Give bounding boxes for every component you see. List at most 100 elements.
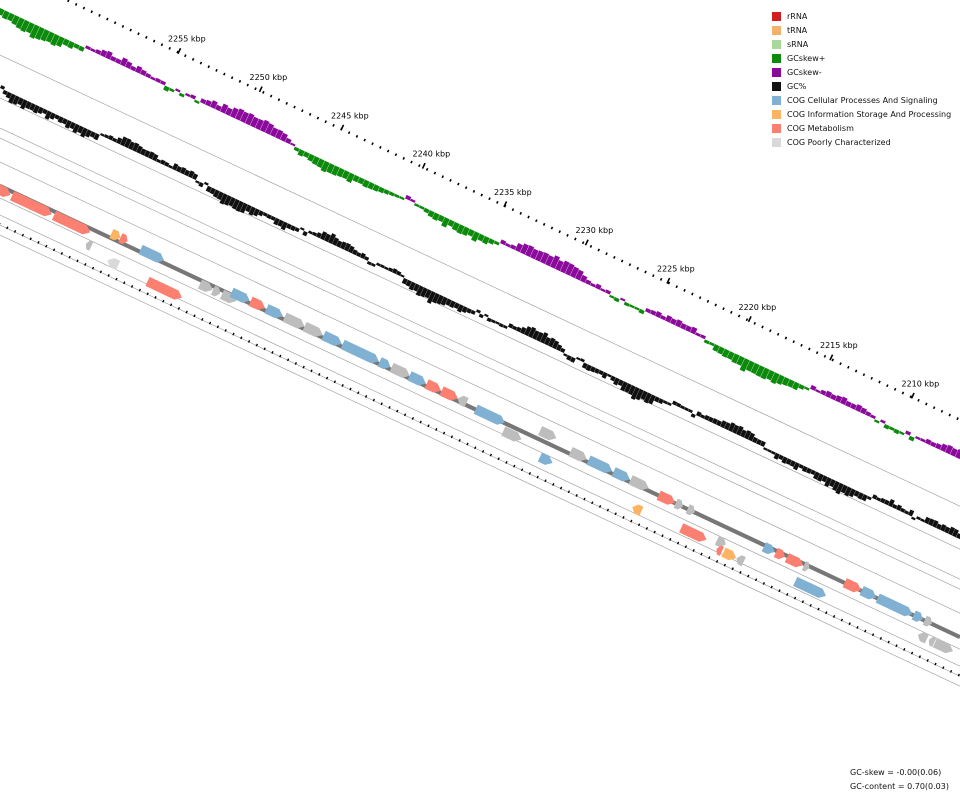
gc-content-bar bbox=[887, 498, 895, 508]
gc-content-bar bbox=[739, 429, 747, 438]
gc-content-bar bbox=[920, 518, 925, 523]
gc-skew-positive-bar bbox=[437, 214, 445, 223]
minor-tick bbox=[458, 438, 461, 442]
gene-cog-cellular bbox=[793, 576, 826, 598]
gc-content-bar bbox=[594, 368, 600, 374]
gc-skew-positive-bar bbox=[731, 353, 740, 364]
minor-tick bbox=[661, 534, 664, 538]
gc-content-bar bbox=[763, 447, 768, 451]
minor-tick bbox=[567, 490, 571, 494]
gc-content-bar bbox=[420, 287, 428, 298]
minor-tick bbox=[121, 24, 125, 28]
legend-item-trna: tRNA bbox=[772, 23, 951, 37]
gc-skew-positive-bar bbox=[888, 426, 895, 432]
minor-tick bbox=[223, 72, 226, 76]
gc-content-bar bbox=[175, 165, 183, 173]
gc-skew-positive-bar bbox=[20, 19, 30, 33]
gc-skew-positive-bar bbox=[352, 174, 360, 183]
minor-tick bbox=[82, 6, 86, 10]
minor-tick bbox=[76, 259, 79, 263]
gc-skew-negative-bar bbox=[254, 118, 264, 131]
gc-content-bar bbox=[939, 524, 947, 532]
gc-skew-positive-bar bbox=[708, 341, 715, 347]
minor-tick bbox=[714, 303, 717, 307]
minor-tick bbox=[559, 486, 563, 490]
minor-tick bbox=[809, 603, 812, 607]
gc-content-bar bbox=[436, 294, 444, 305]
gc-skew-positive-bar bbox=[804, 386, 810, 391]
gc-content-bar bbox=[736, 425, 744, 436]
gc-content-bar bbox=[431, 292, 440, 304]
gc-content-bar bbox=[42, 108, 48, 115]
gc-content-bar bbox=[879, 497, 886, 504]
gc-skew-positive-bar bbox=[760, 367, 770, 380]
minor-tick bbox=[232, 332, 235, 336]
minor-tick bbox=[645, 526, 649, 530]
gc-content-bar bbox=[895, 504, 902, 511]
track-guide-line bbox=[0, 54, 960, 507]
minor-tick bbox=[684, 545, 688, 549]
gc-content-bar bbox=[413, 283, 420, 292]
minor-tick bbox=[706, 299, 710, 303]
gc-content-bar bbox=[248, 206, 256, 216]
gc-content-bar bbox=[801, 465, 808, 473]
minor-tick bbox=[893, 387, 897, 391]
gc-skew-stat: GC-skew = -0.00(0.06) bbox=[850, 768, 942, 777]
minor-tick bbox=[544, 479, 547, 483]
minor-tick bbox=[285, 101, 288, 105]
gc-content-bar bbox=[223, 195, 232, 206]
tick-label: 2230 kbp bbox=[576, 226, 614, 235]
gc-skew-negative-bar bbox=[510, 244, 517, 250]
gene-cog-poorly bbox=[538, 426, 557, 441]
gc-content-bar bbox=[816, 473, 824, 482]
minor-tick bbox=[854, 369, 858, 373]
gc-skew-positive-bar bbox=[62, 38, 70, 47]
gc-skew-negative-bar bbox=[535, 250, 544, 262]
gene-cog-poorly bbox=[501, 426, 522, 442]
minor-tick bbox=[177, 307, 181, 310]
minor-tick bbox=[659, 277, 663, 281]
minor-tick bbox=[926, 658, 929, 662]
gc-skew-negative-bar bbox=[680, 322, 687, 330]
minor-tick bbox=[425, 167, 429, 171]
gc-skew-negative-bar bbox=[245, 112, 255, 126]
gc-content-bar bbox=[484, 313, 489, 318]
minor-tick bbox=[840, 618, 844, 622]
gc-skew-positive-bar bbox=[357, 177, 365, 185]
minor-tick bbox=[215, 68, 218, 72]
gc-content-bar bbox=[589, 366, 596, 373]
gc-content-bar bbox=[466, 307, 472, 314]
gc-content-bar bbox=[628, 385, 636, 396]
gc-skew-negative-bar bbox=[919, 438, 926, 443]
minor-tick bbox=[162, 299, 165, 303]
gene-cog-poorly bbox=[922, 615, 932, 627]
minor-tick bbox=[247, 340, 251, 343]
track-guide-line bbox=[0, 161, 960, 614]
gc-skew-positive-bar bbox=[750, 362, 760, 375]
gene-cog-metabolism bbox=[248, 296, 265, 310]
minor-tick bbox=[263, 347, 266, 351]
gc-skew-negative-bar bbox=[109, 55, 117, 62]
minor-tick bbox=[901, 391, 905, 395]
gc-content-bar bbox=[543, 336, 551, 346]
gc-content-bar bbox=[453, 302, 460, 310]
track-guide-line bbox=[0, 137, 960, 590]
gc-skew-positive-bar bbox=[461, 226, 470, 236]
minor-tick bbox=[957, 673, 960, 677]
minor-tick bbox=[333, 380, 337, 384]
minor-tick bbox=[98, 13, 101, 17]
gc-content-bar bbox=[760, 440, 766, 447]
gc-skew-positive-bar bbox=[67, 40, 75, 49]
gc-content-bar bbox=[384, 266, 389, 271]
legend-label: COG Metabolism bbox=[787, 123, 854, 133]
minor-tick bbox=[786, 592, 789, 596]
gc-content-bar bbox=[335, 240, 343, 248]
gc-content-bar bbox=[653, 396, 660, 403]
gc-skew-positive-bar bbox=[388, 191, 395, 197]
gc-content-bar bbox=[598, 370, 604, 376]
minor-tick bbox=[731, 567, 734, 571]
legend-item-cog-information: COG Information Storage And Processing bbox=[772, 107, 951, 121]
minor-tick bbox=[357, 391, 360, 395]
gc-content-bar bbox=[891, 503, 898, 510]
